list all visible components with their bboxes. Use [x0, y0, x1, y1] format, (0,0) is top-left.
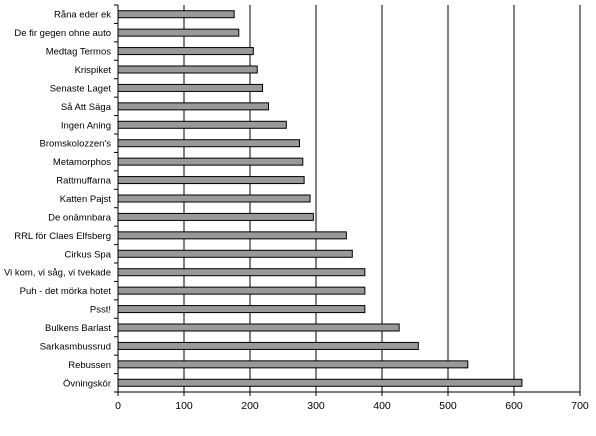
category-label-4: Senaste Laget: [50, 83, 112, 94]
category-label-17: Bulkens Barlast: [45, 323, 111, 334]
bar-18: [117, 341, 419, 350]
x-tick-label-200: 200: [241, 400, 259, 412]
bar-15: [117, 286, 366, 295]
bar-0: [117, 10, 235, 19]
category-label-6: Ingen Aning: [61, 120, 111, 131]
bar-10: [117, 194, 311, 203]
x-tick-labels: 0 100 200 300 400 500 600 700: [115, 400, 589, 412]
category-labels: Råna eder ek De fir gegen ohne auto Medtag…: [4, 10, 112, 390]
category-label-20: Övningskör: [63, 378, 111, 389]
bars: [117, 10, 523, 387]
category-label-18: Sarkasmbussrud: [40, 341, 111, 352]
category-label-1: De fir gegen ohne auto: [14, 28, 111, 39]
bar-2: [117, 47, 254, 56]
category-label-13: Cirkus Spa: [65, 249, 112, 260]
category-label-9: Rattmuffarna: [56, 176, 111, 187]
bar-4: [117, 83, 264, 92]
x-tick-label-500: 500: [439, 400, 457, 412]
x-tick-label-700: 700: [571, 400, 589, 412]
x-tick-label-300: 300: [307, 400, 325, 412]
category-label-12: RRL för Claes Elfsberg: [14, 231, 111, 242]
category-label-14: Vi kom, vi såg, vi tvekade: [4, 268, 111, 279]
bar-3: [117, 65, 258, 74]
category-label-19: Rebussen: [68, 360, 111, 371]
category-label-7: Bromskolozzen's: [39, 139, 111, 150]
x-tick-label-400: 400: [373, 400, 391, 412]
bar-5: [117, 102, 269, 111]
category-label-2: Medtag Termos: [46, 47, 112, 58]
bar-6: [117, 120, 287, 129]
category-label-16: Psst!: [90, 305, 111, 316]
category-label-15: Puh - det mörka hotet: [20, 286, 112, 297]
bar-11: [117, 212, 314, 221]
bar-1: [117, 28, 240, 37]
category-label-8: Metamorphos: [53, 157, 111, 168]
bar-17: [117, 323, 400, 332]
bar-7: [117, 139, 300, 148]
x-tick-label-0: 0: [115, 400, 121, 412]
bar-14: [117, 268, 366, 277]
bar-13: [117, 249, 353, 258]
x-tick-label-600: 600: [505, 400, 523, 412]
category-label-10: Katten Pajst: [60, 194, 112, 205]
bar-12: [117, 231, 347, 240]
category-label-3: Krispiket: [75, 65, 112, 76]
bar-16: [117, 305, 366, 314]
category-label-11: De onämnbara: [48, 212, 112, 223]
bar-19: [117, 360, 469, 369]
category-label-0: Råna eder ek: [54, 10, 111, 21]
bar-9: [117, 176, 305, 185]
bar-8: [117, 157, 304, 166]
axes: [114, 4, 581, 396]
category-label-5: Så Att Säga: [61, 102, 112, 113]
x-tick-label-100: 100: [175, 400, 193, 412]
bar-20: [117, 378, 523, 387]
